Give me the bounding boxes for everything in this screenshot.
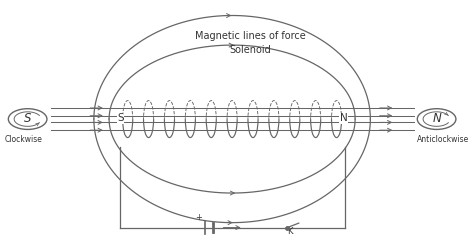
Text: Clockwise: Clockwise [5, 135, 43, 144]
Text: Anticlockwise: Anticlockwise [418, 135, 470, 144]
Text: +: + [196, 213, 202, 222]
Text: K: K [287, 227, 292, 237]
Text: S: S [117, 113, 124, 123]
Text: Magnetic lines of force
Solenoid: Magnetic lines of force Solenoid [195, 31, 306, 55]
Text: N: N [340, 113, 347, 123]
Text: N: N [432, 112, 441, 125]
Text: S: S [24, 112, 31, 125]
